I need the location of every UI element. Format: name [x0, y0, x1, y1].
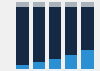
Bar	[33, 7, 45, 62]
Bar	[49, 59, 61, 69]
Bar	[16, 65, 29, 69]
Bar	[16, 7, 29, 65]
Bar	[33, 62, 45, 69]
Bar	[49, 2, 61, 7]
Bar	[65, 2, 77, 7]
Bar	[16, 2, 29, 7]
Bar	[81, 2, 94, 7]
Bar	[49, 7, 61, 59]
Bar	[81, 7, 94, 50]
Bar	[81, 50, 94, 69]
Bar	[65, 7, 77, 55]
Bar	[33, 2, 45, 7]
Bar	[65, 55, 77, 69]
